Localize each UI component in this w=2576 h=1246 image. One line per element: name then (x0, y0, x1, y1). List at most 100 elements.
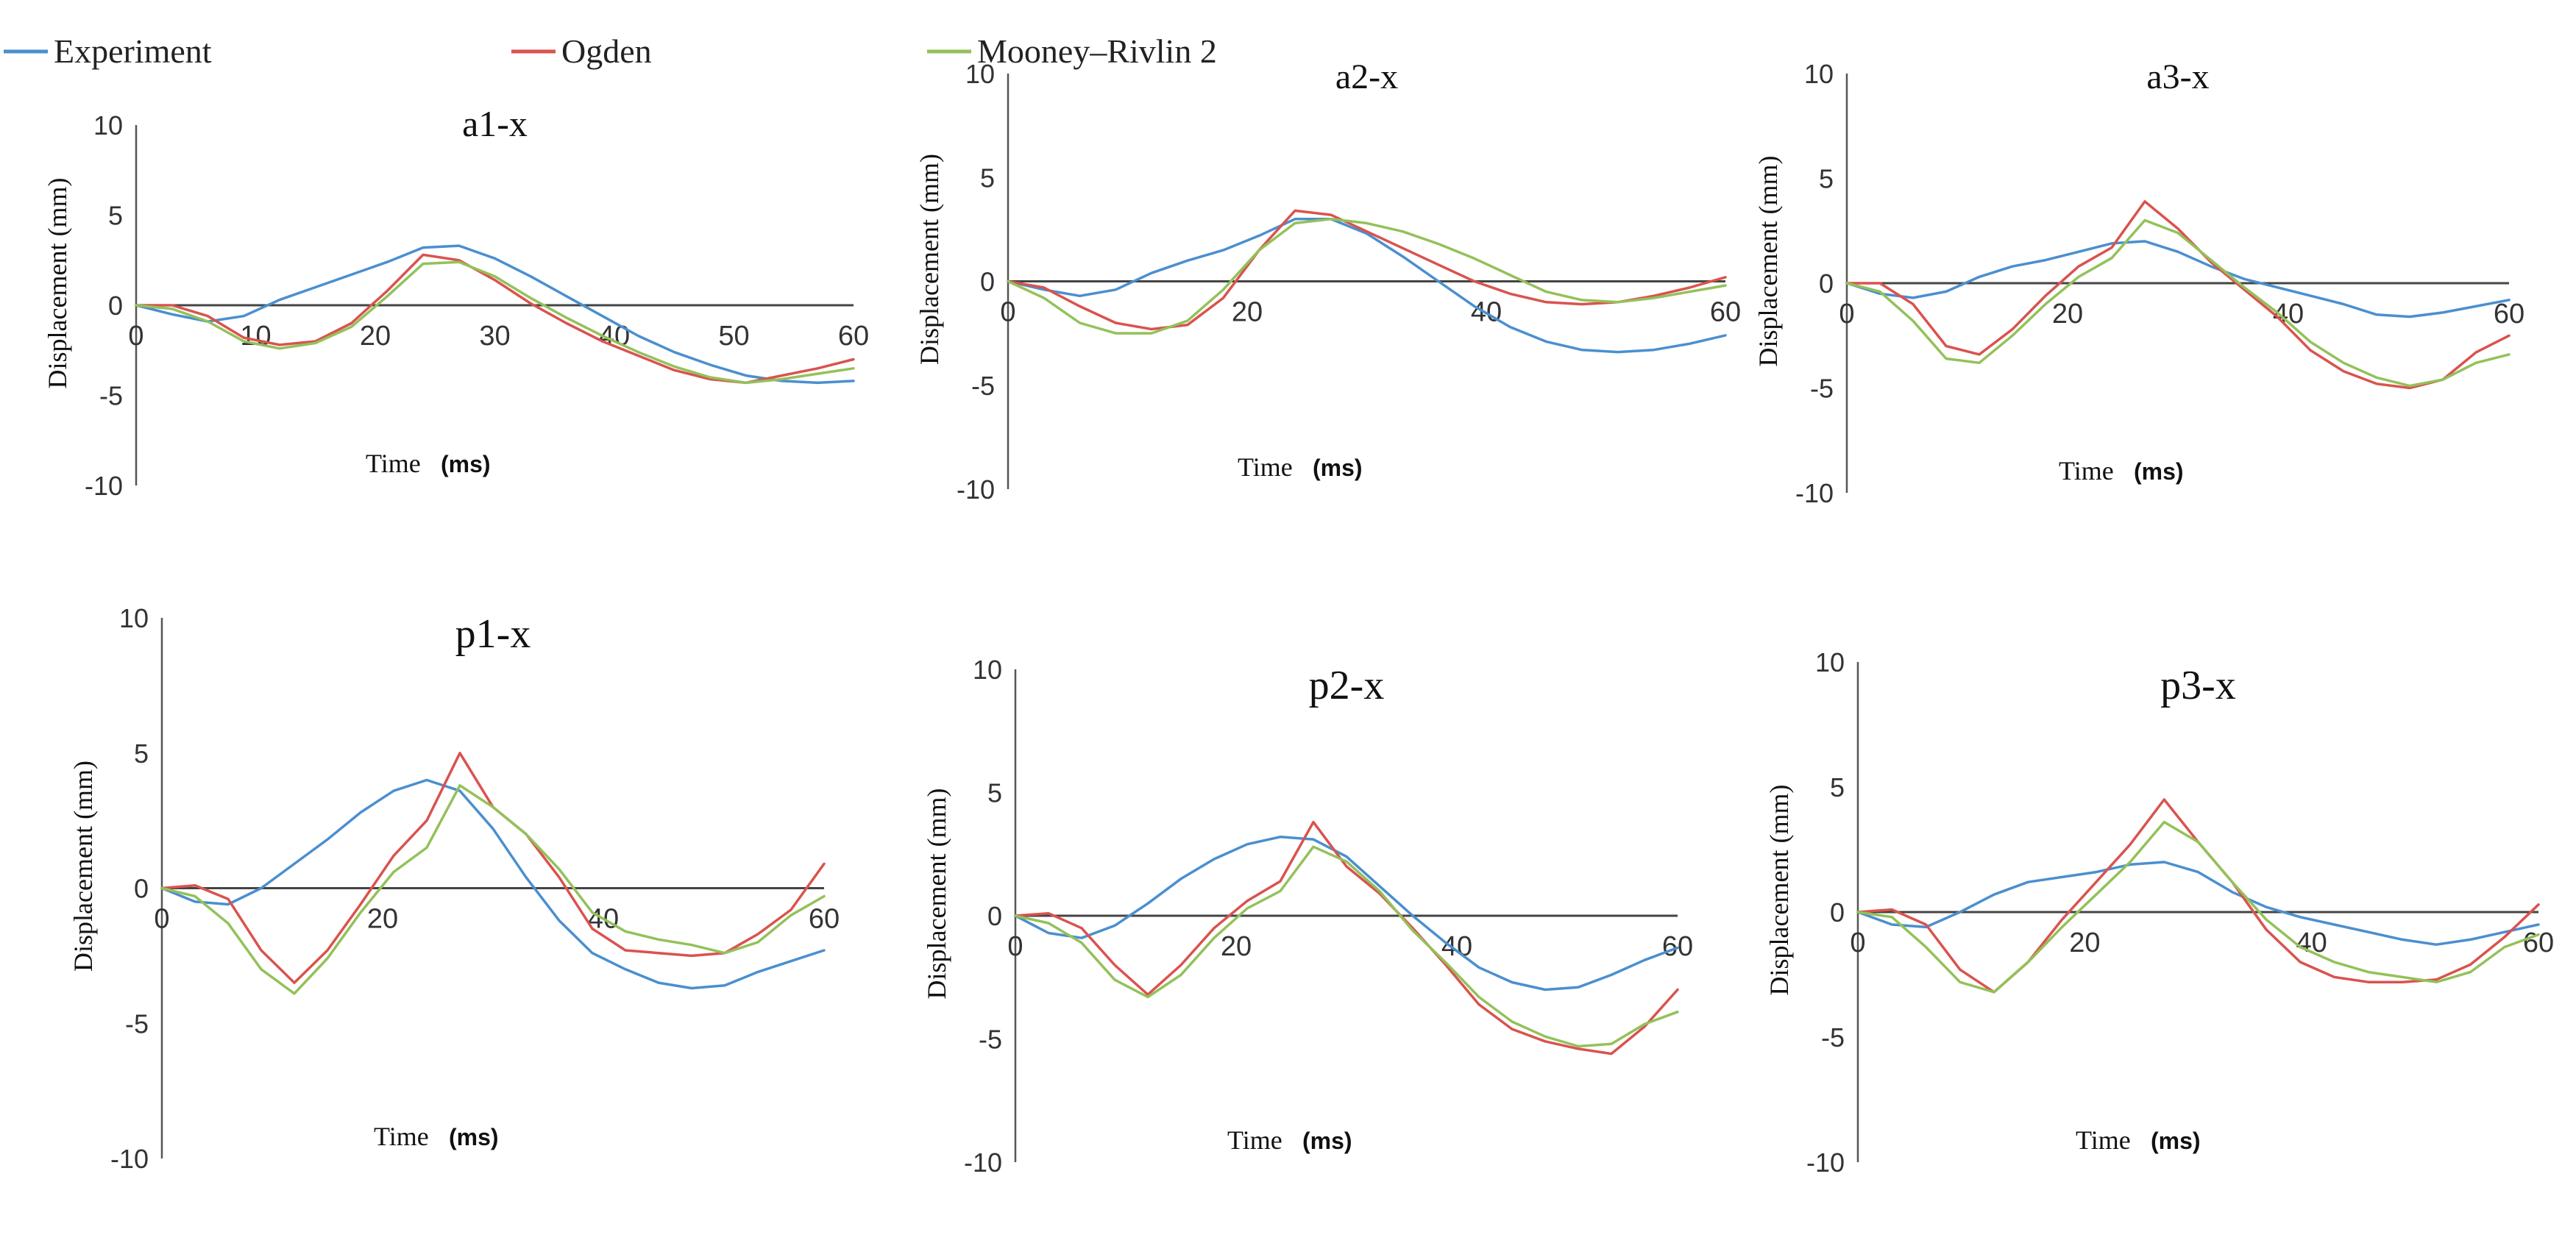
chart-panel-p3-x: 10 5 0 -5 -10 0 20 40 60 p3-x Displacement (mm) Tim… (1764, 647, 2554, 1178)
x-axis-unit: (ms) (1302, 1128, 1352, 1154)
series-line-experiment (1845, 240, 2511, 318)
y-tick-label: 5 (108, 201, 123, 231)
legend-label: Experiment (54, 32, 212, 70)
y-tick-label: 10 (119, 603, 149, 633)
x-axis-unit: (ms) (2151, 1128, 2201, 1154)
x-axis-unit: (ms) (1313, 455, 1363, 481)
y-tick-label: -10 (110, 1144, 149, 1174)
x-tick-label: 0 (1839, 299, 1854, 330)
x-tick-label: 0 (128, 321, 143, 352)
series-line-ogden (135, 253, 855, 385)
x-axis-label: Time (2059, 456, 2114, 485)
y-tick-label: -5 (99, 381, 123, 411)
x-tick-label: 60 (2494, 299, 2524, 330)
x-tick-label: 60 (838, 321, 869, 352)
y-tick-label: 0 (108, 291, 123, 321)
y-tick-label: 10 (93, 110, 123, 140)
x-axis-unit: (ms) (441, 451, 491, 477)
x-tick-label: 0 (1007, 931, 1023, 962)
chart-title: a2-x (1335, 57, 1398, 96)
legend-item-experiment: Experiment (4, 32, 212, 70)
x-axis-label: Time (1227, 1125, 1282, 1155)
chart-title: p2-x (1309, 663, 1385, 708)
y-axis-label: Displacement (mm) (1764, 785, 1794, 996)
x-axis-unit: (ms) (449, 1124, 499, 1150)
x-tick-label: 20 (2052, 299, 2083, 330)
y-tick-label: 10 (965, 59, 995, 89)
x-axis-unit: (ms) (2134, 458, 2184, 485)
legend: Experiment Ogden Mooney–Rivlin 2 (4, 32, 1217, 70)
series-line-experiment (135, 244, 855, 385)
y-tick-label: 0 (987, 901, 1002, 931)
y-tick-label: 5 (1830, 772, 1845, 802)
y-tick-label: -10 (85, 471, 123, 501)
series-line-ogden (160, 752, 826, 984)
x-tick-label: 20 (367, 904, 398, 935)
y-tick-label: 5 (1819, 164, 1834, 194)
series-line-experiment (1856, 861, 2540, 946)
legend-item-mooney-rivlin-2: Mooney–Rivlin 2 (927, 32, 1217, 70)
y-tick-label: -10 (1806, 1147, 1845, 1178)
y-tick-label: 0 (134, 874, 149, 904)
y-tick-label: -10 (957, 474, 995, 505)
x-tick-label: 0 (154, 904, 169, 935)
series-line-mooney-rivlin-2 (1845, 218, 2511, 388)
series-line-mooney-rivlin-2 (1856, 820, 2540, 994)
y-tick-label: 5 (987, 778, 1002, 808)
series-line-experiment (160, 778, 826, 990)
y-axis-label: Displacement (mm) (1753, 156, 1783, 367)
x-tick-label: 60 (2523, 928, 2554, 958)
x-axis-label: Time (2076, 1125, 2131, 1155)
series-line-mooney-rivlin-2 (1007, 218, 1727, 335)
legend-label: Ogden (561, 32, 652, 70)
x-tick-label: 50 (718, 321, 749, 352)
chart-title: p1-x (455, 611, 531, 657)
y-axis-label: Displacement (mm) (68, 761, 98, 972)
x-tick-label: 60 (809, 904, 840, 935)
x-tick-label: 0 (1000, 297, 1015, 328)
series-line-ogden (1014, 820, 1679, 1055)
legend-label: Mooney–Rivlin 2 (977, 32, 1217, 70)
chart-title: a1-x (462, 103, 528, 144)
y-tick-label: -5 (971, 371, 995, 401)
x-axis-label: Time (1238, 452, 1293, 482)
y-tick-label: -10 (964, 1147, 1002, 1178)
series-line-mooney-rivlin-2 (1014, 845, 1679, 1048)
x-tick-label: 0 (1850, 928, 1865, 958)
y-axis-label: Displacement (mm) (915, 154, 944, 365)
series-line-experiment (1007, 218, 1727, 354)
x-tick-label: 20 (2069, 928, 2100, 958)
x-axis-label: Time (374, 1122, 429, 1151)
x-tick-label: 30 (479, 321, 510, 352)
series-line-ogden (1007, 209, 1727, 331)
y-tick-label: -5 (1810, 374, 1834, 404)
y-tick-label: -5 (1821, 1022, 1845, 1053)
chart-title: p3-x (2160, 663, 2236, 708)
x-axis-label: Time (366, 449, 421, 478)
x-tick-label: 20 (360, 321, 391, 352)
y-tick-label: 10 (973, 655, 1002, 685)
y-tick-label: 5 (980, 163, 995, 193)
y-tick-label: -5 (125, 1008, 149, 1039)
x-tick-label: 60 (1710, 297, 1741, 328)
y-axis-label: Displacement (mm) (922, 788, 951, 1000)
x-tick-label: 20 (1232, 297, 1263, 328)
x-tick-label: 40 (2296, 928, 2327, 958)
y-tick-label: -5 (979, 1025, 1002, 1055)
y-tick-label: 0 (980, 267, 995, 297)
series-line-mooney-rivlin-2 (135, 260, 855, 385)
x-tick-label: 40 (1441, 931, 1472, 962)
series-line-ogden (1856, 798, 2540, 994)
x-tick-label: 20 (1221, 931, 1252, 962)
series-line-experiment (1014, 836, 1679, 992)
y-tick-label: 5 (134, 738, 149, 769)
legend-item-ogden: Ogden (511, 32, 652, 70)
y-tick-label: -10 (1795, 478, 1834, 508)
y-axis-label: Displacement (mm) (43, 178, 72, 389)
